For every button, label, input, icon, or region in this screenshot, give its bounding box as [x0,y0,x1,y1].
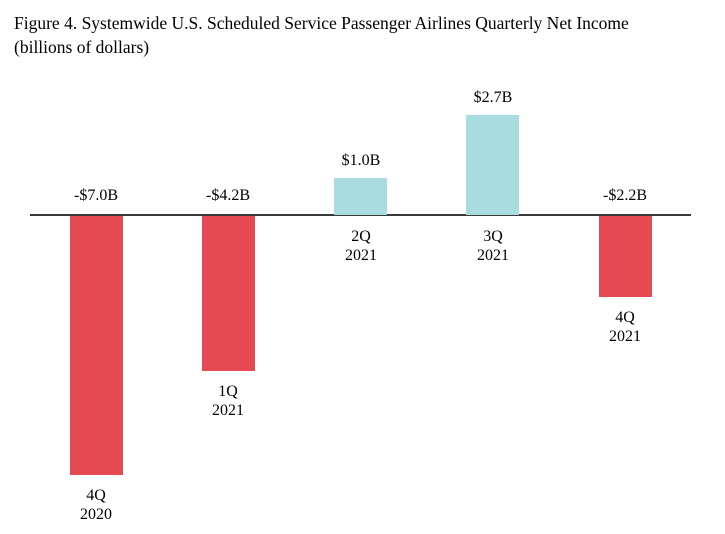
bar-value-label: -$2.2B [603,187,647,204]
category-quarter: 2Q [351,228,371,245]
bar-4q2020 [70,216,123,475]
category-quarter: 4Q [86,487,106,504]
category-quarter: 3Q [483,228,503,245]
bar-2q2021 [334,178,387,215]
bar-value-label: $2.7B [473,89,513,106]
bar-1q2021 [202,216,255,371]
bar-value-label: $1.0B [341,152,381,169]
bar-3q2021 [466,115,519,215]
bar-value-label: -$7.0B [74,187,118,204]
bar-category-label: 4Q 2020 [36,486,156,524]
category-quarter: 4Q [615,309,635,326]
bar-category-label: 4Q 2021 [565,308,685,346]
figure-title-line2: (billions of dollars) [14,37,150,57]
figure-title: Figure 4. Systemwide U.S. Scheduled Serv… [14,11,629,59]
category-year: 2021 [212,402,244,419]
category-quarter: 1Q [218,383,238,400]
category-year: 2021 [345,247,377,264]
category-year: 2021 [477,247,509,264]
bar-category-label: 2Q 2021 [301,227,421,265]
category-year: 2021 [609,328,641,345]
zero-baseline [30,214,691,216]
bar-value-label: -$4.2B [206,187,250,204]
bar-4q2021 [599,216,652,297]
category-year: 2020 [80,506,112,523]
figure-title-line1: Figure 4. Systemwide U.S. Scheduled Serv… [14,13,629,33]
bar-category-label: 1Q 2021 [168,382,288,420]
bar-category-label: 3Q 2021 [433,227,553,265]
